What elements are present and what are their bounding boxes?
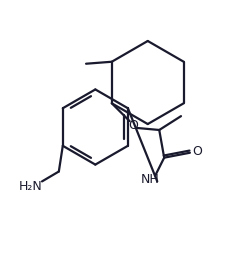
Text: H₂N: H₂N <box>18 180 42 193</box>
Text: O: O <box>192 145 202 158</box>
Text: NH: NH <box>141 173 160 186</box>
Text: O: O <box>128 118 138 132</box>
